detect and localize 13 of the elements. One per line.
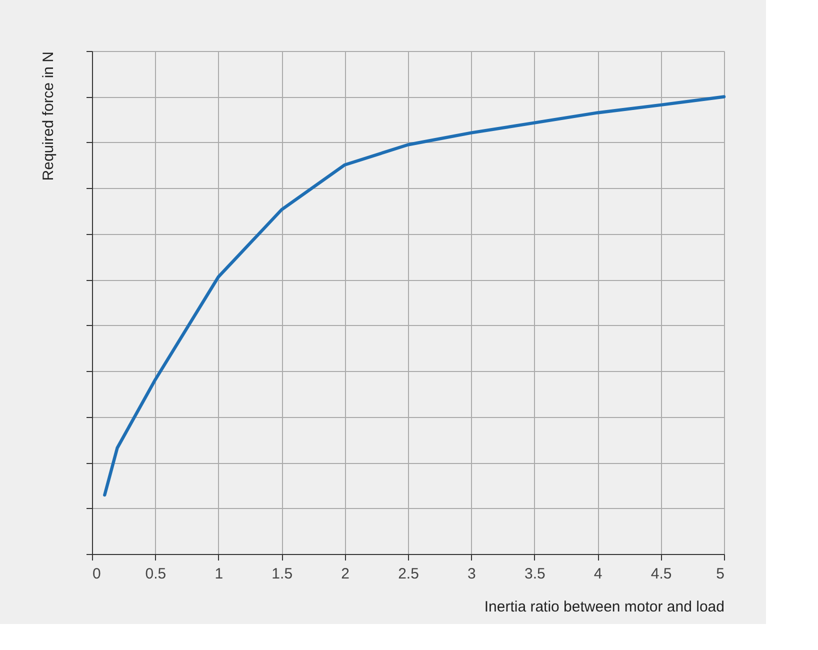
- x-tick-label: 3: [468, 566, 476, 582]
- x-tick-label: 2: [341, 566, 350, 582]
- x-tick-label: 4: [594, 566, 602, 582]
- x-axis-title: Inertia ratio between motor and load: [484, 598, 724, 616]
- x-tick-label: 4.5: [650, 566, 672, 582]
- x-tick-label: 2.5: [398, 566, 419, 582]
- x-tick-label: 0: [92, 566, 101, 582]
- x-tick-label: 5: [716, 566, 724, 582]
- x-tick-label: 1: [214, 566, 224, 582]
- y-axis-title: Required force in N: [40, 52, 57, 181]
- x-tick-label: 0.5: [145, 566, 166, 582]
- x-tick-label: 1.5: [272, 566, 293, 582]
- x-tick-label: 3.5: [524, 566, 546, 582]
